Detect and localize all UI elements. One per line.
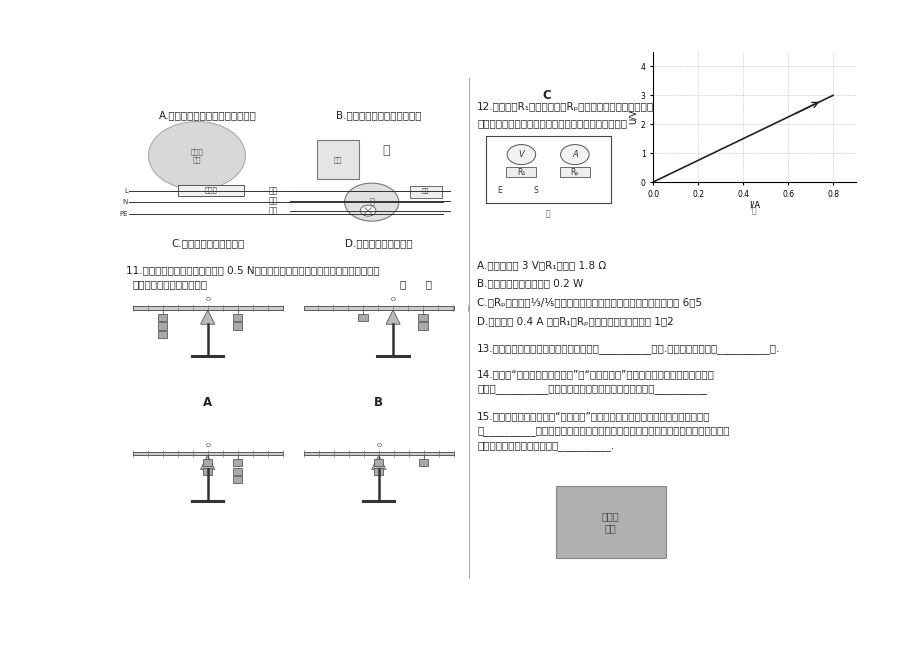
FancyBboxPatch shape [505, 167, 536, 177]
Polygon shape [200, 455, 215, 469]
FancyBboxPatch shape [132, 307, 282, 310]
FancyBboxPatch shape [132, 452, 282, 455]
X-axis label: I/A: I/A [748, 200, 759, 209]
Bar [158, 322, 167, 330]
Bar [158, 331, 167, 338]
Text: A.电源电压为 3 V，R₁阻値为 1.8 Ω: A.电源电压为 3 V，R₁阻値为 1.8 Ω [477, 260, 606, 270]
Text: （    ）: （ ） [729, 118, 754, 128]
Text: B.使用验电笔检验插座的火线: B.使用验电笔检验插座的火线 [335, 111, 421, 120]
Text: PE: PE [119, 211, 128, 217]
Text: 11.质地均匀的杠杆，每个钉码重 0.5 N，下列操作中可以使杠杆在水平位置平衡的是: 11.质地均匀的杠杆，每个钉码重 0.5 N，下列操作中可以使杠杆在水平位置平衡… [126, 265, 379, 275]
Text: N: N [122, 199, 128, 205]
FancyBboxPatch shape [303, 452, 453, 455]
Bar [233, 459, 242, 466]
Bar [419, 459, 428, 466]
Bar [203, 467, 212, 474]
Text: （      ）: （ ） [400, 280, 432, 289]
Text: 开关: 开关 [422, 188, 429, 194]
FancyBboxPatch shape [303, 307, 453, 310]
FancyBboxPatch shape [178, 185, 244, 196]
Circle shape [148, 122, 245, 190]
Text: O: O [205, 298, 210, 302]
Text: C.当Rₚ总阻値的⅓/⅕接入电路时，它与定値电阻消耗的功率之比为 6：5: C.当Rₚ总阻値的⅓/⅕接入电路时，它与定値电阻消耗的功率之比为 6：5 [477, 297, 701, 307]
Circle shape [506, 144, 535, 164]
Text: 12.如图甲，R₁为定値电阵，Rₚ为滑动变阻器，闭合开关，Rₚ的滑片从一端移动到另: 12.如图甲，R₁为定値电阵，Rₚ为滑动变阻器，闭合开关，Rₚ的滑片从一端移动到… [477, 101, 728, 112]
Bar [358, 314, 368, 321]
Text: 壶: 壶 [369, 198, 374, 207]
Bar [233, 467, 242, 474]
Circle shape [560, 144, 588, 164]
Bar [418, 314, 427, 321]
Text: R₁: R₁ [516, 168, 525, 177]
Text: 13.自然界中，能量的转化和转移过程遵守__________定律.水能和风能都属于__________能.: 13.自然界中，能量的转化和转移过程遵守__________定律.水能和风能都属… [477, 343, 779, 354]
Text: V: V [518, 150, 524, 159]
Text: C: C [541, 89, 550, 102]
Text: 地线: 地线 [268, 206, 278, 215]
Text: A: A [203, 396, 212, 409]
Text: O: O [205, 443, 210, 448]
Text: D: D [686, 89, 697, 102]
Polygon shape [386, 310, 400, 324]
Polygon shape [200, 310, 215, 324]
Text: 停表和__________品体熶化和液体永腾过程中的共同点是__________: 停表和__________品体熶化和液体永腾过程中的共同点是__________ [477, 384, 707, 395]
Text: 插座: 插座 [334, 156, 342, 163]
Text: 燔断器: 燔断器 [205, 187, 218, 194]
Text: D.当电流为 0.4 A 时，R₁与Rₚ连入电路的阻値之比为 1：2: D.当电流为 0.4 A 时，R₁与Rₚ连入电路的阻値之比为 1：2 [477, 316, 674, 326]
Bar [203, 459, 212, 466]
Text: 一端，得到电压与电流图像如图乙，下列说法正确的是: 一端，得到电压与电流图像如图乙，下列说法正确的是 [477, 118, 627, 128]
Text: Rₚ: Rₚ [570, 168, 579, 177]
Text: 零线: 零线 [268, 196, 278, 205]
Bar [374, 459, 383, 466]
Text: 磁波互相联系，其中的道理是__________.: 磁波互相联系，其中的道理是__________. [477, 441, 614, 451]
Bar [233, 476, 242, 483]
Bar [158, 314, 167, 321]
Text: O: O [376, 443, 380, 448]
Text: O: O [391, 298, 395, 302]
Y-axis label: U/V: U/V [629, 110, 637, 124]
Text: 乙: 乙 [751, 207, 756, 216]
Bar [233, 322, 242, 330]
Text: A.发生触电事故时应立即切断电源: A.发生触电事故时应立即切断电源 [159, 111, 256, 120]
Text: E: E [497, 186, 502, 195]
Text: B.电路消耗的最小功率为 0.2 W: B.电路消耗的最小功率为 0.2 W [477, 278, 583, 288]
Text: A: A [572, 150, 577, 159]
Bar [418, 322, 427, 330]
Text: 甲: 甲 [545, 209, 550, 218]
Text: C.电水壶接电线路示意图: C.电水壶接电线路示意图 [171, 238, 244, 248]
Text: L: L [124, 188, 128, 194]
Text: D.家庭电路连接示意图: D.家庭电路连接示意图 [345, 238, 413, 248]
Polygon shape [371, 455, 386, 469]
Text: 手: 手 [381, 144, 390, 157]
Circle shape [345, 183, 398, 221]
Bar [233, 314, 242, 321]
FancyBboxPatch shape [410, 186, 441, 198]
Text: 15.在地球上，驾驶员利用“倒车雷达”来判断车与物体间的距离，利用了声可以传: 15.在地球上，驾驶员利用“倒车雷达”来判断车与物体间的距离，利用了声可以传 [477, 411, 710, 421]
Bar [374, 467, 383, 474]
Text: 火线: 火线 [268, 186, 278, 195]
Text: 人触电
断电: 人触电 断电 [190, 148, 203, 162]
Text: 播__________在月球上，表面为真空，真空不能传声，宇航员不能直接交流而要靠电: 播__________在月球上，表面为真空，真空不能传声，宇航员不能直接交流而要… [477, 426, 729, 436]
Circle shape [360, 205, 376, 216]
Text: 14.在研究“固体熶化过程的规律”和“永腾的规律”实验中，共同需要的测量工具是: 14.在研究“固体熶化过程的规律”和“永腾的规律”实验中，共同需要的测量工具是 [477, 369, 714, 380]
FancyBboxPatch shape [560, 167, 589, 177]
FancyBboxPatch shape [555, 486, 665, 558]
Text: S: S [533, 186, 538, 195]
Text: （杠杆上有等间隔的刻度）: （杠杆上有等间隔的刻度） [132, 280, 208, 289]
Text: 宇航员
月球: 宇航员 月球 [601, 512, 618, 533]
FancyBboxPatch shape [316, 140, 358, 179]
Text: B: B [374, 396, 383, 409]
